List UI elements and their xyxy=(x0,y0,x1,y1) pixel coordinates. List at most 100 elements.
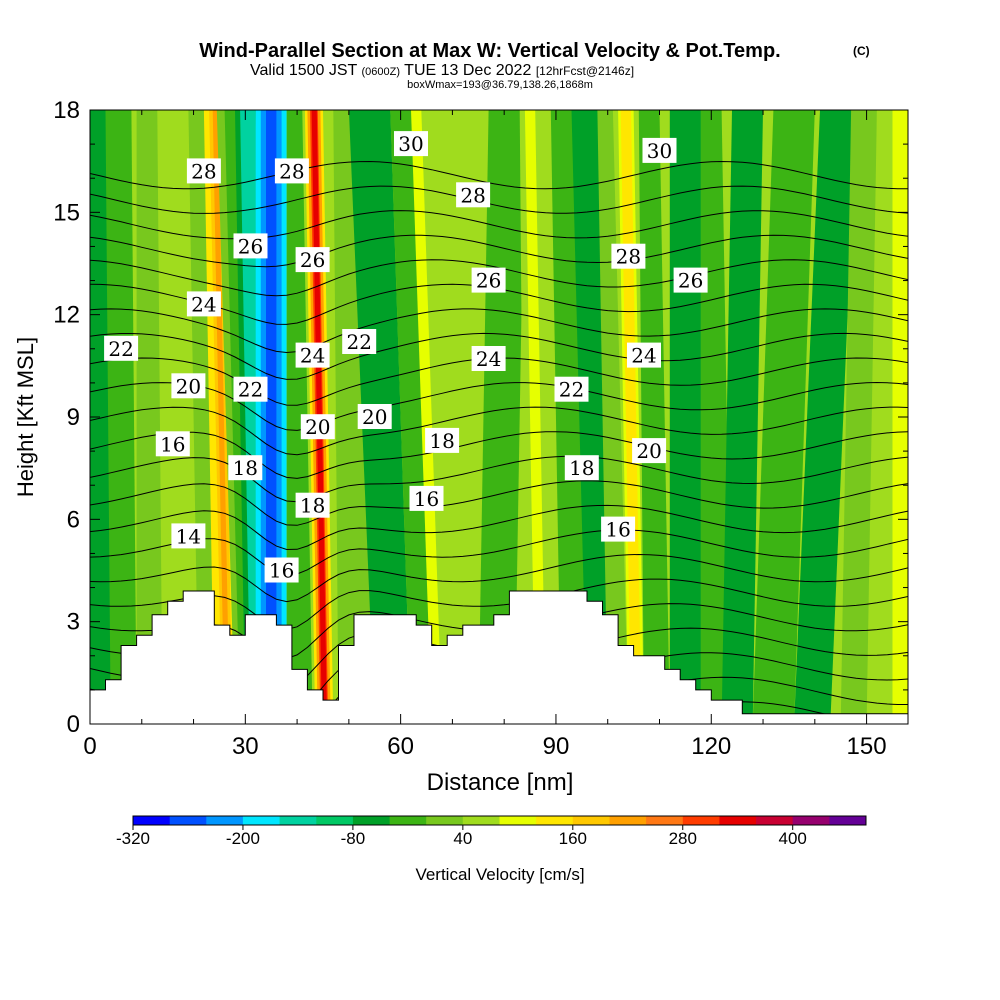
contour-label-box xyxy=(295,342,330,368)
contour-label-box xyxy=(471,346,506,371)
contour-label-text: 30 xyxy=(647,139,672,163)
theta-contour xyxy=(90,529,908,576)
contour-label-box xyxy=(642,137,677,163)
velocity-band xyxy=(794,110,857,724)
contour-label-box xyxy=(394,131,428,157)
velocity-band xyxy=(411,110,443,724)
contour-label-text: 26 xyxy=(678,269,703,293)
contour-label-text: 20 xyxy=(305,415,330,439)
contour-label-text: 26 xyxy=(238,234,263,258)
contour-label: 20 xyxy=(357,404,392,429)
contour-label-box xyxy=(186,158,221,184)
colorbar-swatch xyxy=(426,816,464,825)
colorbar-swatch xyxy=(352,816,390,825)
x-tick-label: 150 xyxy=(847,733,887,760)
contour-label-box xyxy=(155,431,190,457)
theta-contour xyxy=(90,381,908,431)
velocity-band xyxy=(752,110,815,724)
contour-label-box xyxy=(171,373,206,399)
colorbar-swatch xyxy=(536,816,574,825)
contour-label-text: 20 xyxy=(636,439,661,463)
velocity-band xyxy=(212,110,230,724)
contour-label-box xyxy=(564,455,599,481)
contour-label-text: 22 xyxy=(238,378,263,402)
contour-label-text: 24 xyxy=(631,344,656,368)
contour-label-box xyxy=(456,182,491,208)
velocity-band xyxy=(721,110,763,724)
contour-label: 24 xyxy=(471,346,506,371)
colorbar-tick-label: -80 xyxy=(341,829,366,848)
contour-label: 18 xyxy=(228,455,263,481)
contour-label-box xyxy=(228,455,263,481)
colorbar-tick-label: 160 xyxy=(559,829,587,848)
contour-label: 16 xyxy=(155,431,190,457)
contour-label: 22 xyxy=(554,376,589,402)
contour-label-text: 22 xyxy=(108,337,133,361)
contour-label-text: 20 xyxy=(176,374,201,398)
y-tick-label: 6 xyxy=(67,506,80,533)
theta-contour xyxy=(90,578,908,630)
contour-label-text: 24 xyxy=(476,347,501,371)
copyright-mark: (C) xyxy=(853,44,870,58)
contour-label-box xyxy=(554,376,589,402)
contour-label: 26 xyxy=(673,267,708,293)
contour-label-box xyxy=(233,233,268,259)
y-tick-label: 3 xyxy=(67,609,80,636)
contour-label-box xyxy=(295,247,330,273)
colorbar-label: Vertical Velocity [cm/s] xyxy=(415,865,584,884)
contour-label: 16 xyxy=(264,557,299,583)
theta-contour xyxy=(90,185,908,214)
contour-label-box xyxy=(342,329,377,354)
x-tick-label: 30 xyxy=(232,733,259,760)
contour-label-text: 16 xyxy=(605,518,630,542)
chart-title: Wind-Parallel Section at Max W: Vertical… xyxy=(199,40,780,62)
y-axis: 0 3 6 9 12 15 18 xyxy=(53,97,908,738)
x-tick-label: 90 xyxy=(543,733,570,760)
contour-label-text: 24 xyxy=(300,344,325,368)
velocity-band xyxy=(105,110,137,724)
theta-contour xyxy=(90,234,908,268)
contour-label: 28 xyxy=(456,182,491,208)
theta-contour xyxy=(90,332,908,380)
contour-label: 18 xyxy=(564,455,599,481)
contour-label-text: 16 xyxy=(414,487,439,511)
contour-label-text: 26 xyxy=(476,269,501,293)
colorbar-swatch xyxy=(316,816,354,825)
colorbar-swatch xyxy=(279,816,317,825)
contour-label-box xyxy=(300,414,335,440)
theta-contour xyxy=(90,210,908,240)
colorbar-tick-label: 40 xyxy=(453,829,472,848)
colorbar-tick-label: -320 xyxy=(116,829,150,848)
contour-label: 16 xyxy=(409,485,444,511)
forecast-tag: [12hrFcst@2146z] xyxy=(536,64,634,78)
y-tick-label: 15 xyxy=(53,199,80,226)
colorbar-swatch xyxy=(719,816,757,825)
box-info: boxWmax=193@36.79,138.26,1868m xyxy=(407,79,593,91)
contour-label-text: 18 xyxy=(569,456,594,480)
colorbar-tick-label: 400 xyxy=(779,829,807,848)
theta-contour xyxy=(90,504,908,551)
contour-label: 20 xyxy=(171,373,206,399)
y-tick-label: 12 xyxy=(53,302,80,329)
contour-label: 18 xyxy=(295,492,330,518)
velocity-band xyxy=(478,110,525,724)
contour-label-box xyxy=(627,342,661,368)
contour-label: 24 xyxy=(295,342,330,368)
velocity-band xyxy=(136,110,163,724)
x-tick-label: 60 xyxy=(387,733,414,760)
contour-label-text: 28 xyxy=(460,183,485,207)
contour-label-text: 22 xyxy=(559,378,584,402)
contour-label: 28 xyxy=(274,158,309,184)
terrain-mask xyxy=(90,590,908,724)
contour-label: 20 xyxy=(300,414,335,440)
valid-prefix: Valid 1500 JST xyxy=(250,62,358,79)
valid-time: Valid 1500 JST (0600Z) TUE 13 Dec 2022 [… xyxy=(250,62,634,79)
colorbar-swatch xyxy=(682,816,720,825)
valid-date: TUE 13 Dec 2022 xyxy=(404,62,531,79)
contour-label: 30 xyxy=(642,137,677,163)
colorbar-swatch xyxy=(609,816,647,825)
colorbar-swatch xyxy=(792,816,830,825)
contour-label: 22 xyxy=(342,329,377,354)
contour-label: 14 xyxy=(171,523,206,549)
